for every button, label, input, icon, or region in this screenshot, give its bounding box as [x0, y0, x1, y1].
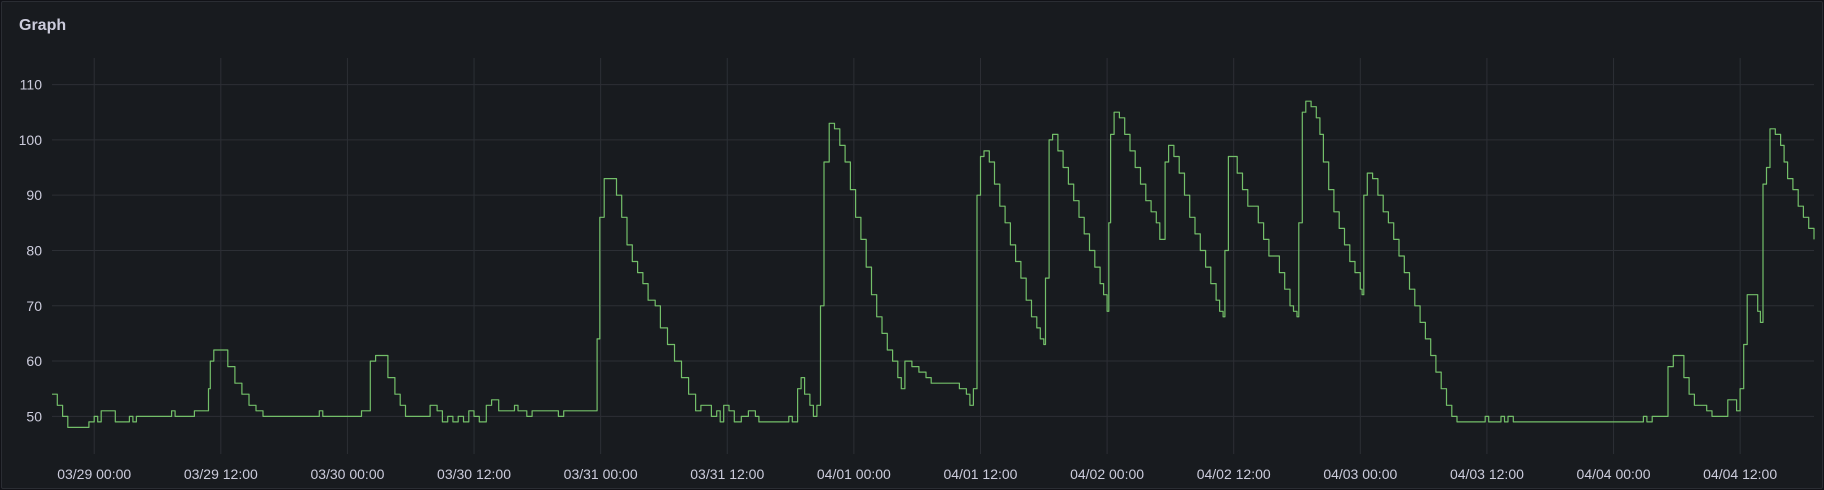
chart-grid: [52, 58, 1814, 454]
plot-area: [52, 100, 1815, 428]
x-tick-label: 03/31 00:00: [564, 466, 638, 482]
x-tick-label: 04/02 00:00: [1070, 466, 1144, 482]
series-line: [52, 100, 1815, 428]
x-tick-label: 04/01 12:00: [943, 466, 1017, 482]
panel-title: Graph: [19, 17, 67, 34]
y-tick-label: 70: [26, 298, 42, 314]
x-axis: 03/29 00:00 03/29 12:00 03/30 00:00 03/30 1…: [57, 466, 1777, 482]
y-tick-label: 100: [19, 132, 43, 148]
x-tick-label: 04/04 00:00: [1577, 466, 1651, 482]
x-tick-label: 04/01 00:00: [817, 466, 891, 482]
x-tick-label: 03/29 00:00: [57, 466, 131, 482]
x-tick-label: 03/29 12:00: [184, 466, 258, 482]
y-tick-label: 60: [26, 353, 42, 369]
x-tick-label: 04/03 12:00: [1450, 466, 1524, 482]
y-tick-label: 90: [26, 187, 42, 203]
x-tick-label: 04/03 00:00: [1323, 466, 1397, 482]
x-tick-label: 04/02 12:00: [1197, 466, 1271, 482]
x-tick-label: 03/30 12:00: [437, 466, 511, 482]
y-tick-label: 110: [20, 77, 43, 93]
y-tick-label: 80: [26, 242, 42, 258]
x-tick-label: 03/30 00:00: [310, 466, 384, 482]
y-axis: 50 60 70 80 90 100 110: [19, 77, 43, 425]
y-tick-label: 50: [26, 408, 42, 424]
x-tick-label: 04/04 12:00: [1703, 466, 1777, 482]
x-tick-label: 03/31 12:00: [690, 466, 764, 482]
